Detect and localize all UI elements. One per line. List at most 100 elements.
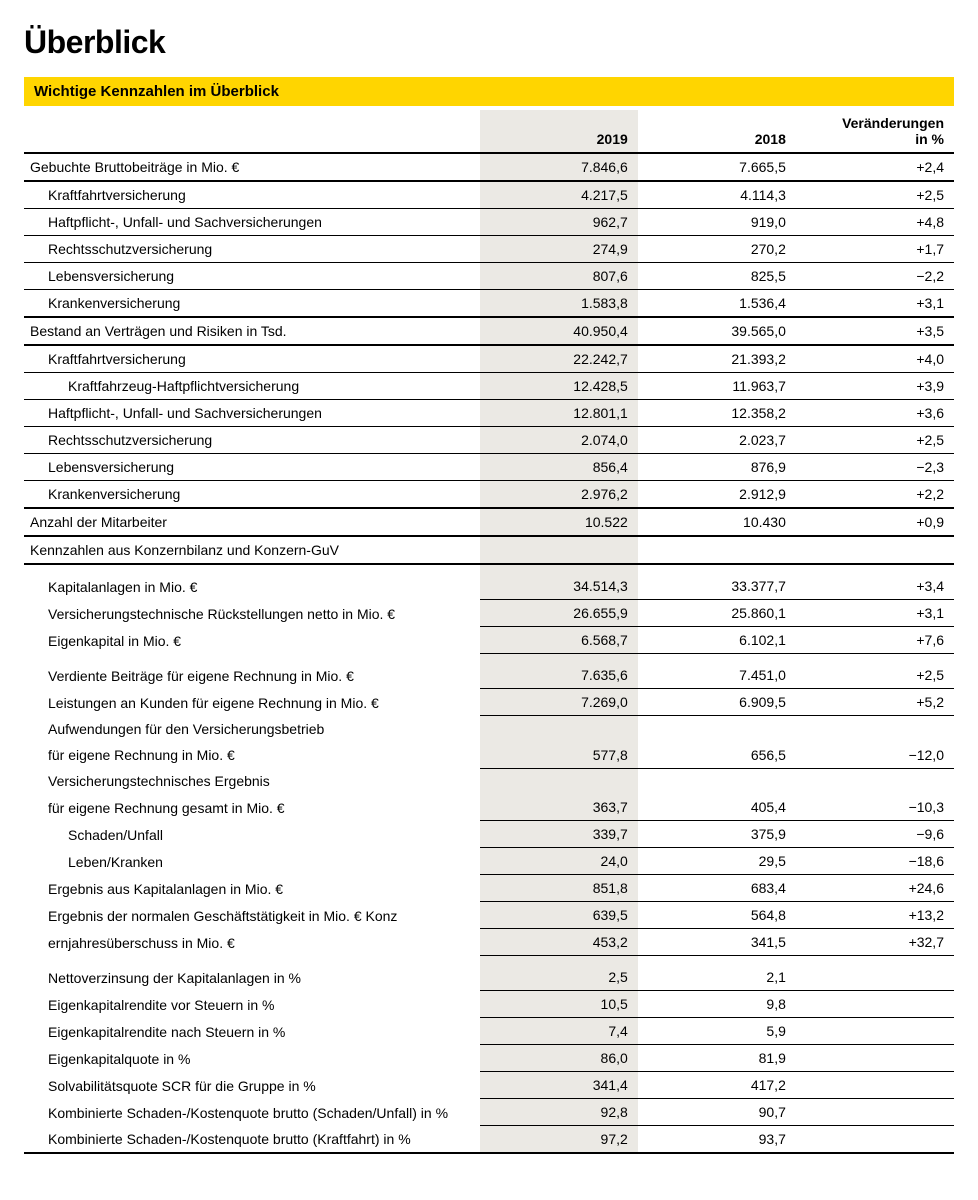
table-row: Verdiente Beiträge für eigene Rechnung i… bbox=[24, 662, 954, 689]
cell-2018: 21.393,2 bbox=[638, 345, 796, 373]
table-row: Gebuchte Bruttobeiträge in Mio. €7.846,6… bbox=[24, 153, 954, 181]
table-row: Kapitalanlagen in Mio. €34.514,333.377,7… bbox=[24, 573, 954, 600]
cell-2018: 2.023,7 bbox=[638, 427, 796, 454]
row-label: Kraftfahrzeug-Haftpflichtversicherung bbox=[24, 373, 480, 400]
cell-2019: 92,8 bbox=[480, 1099, 638, 1126]
table-row: Nettoverzinsung der Kapitalanlagen in %2… bbox=[24, 964, 954, 991]
table-row: Haftpflicht-, Unfall- und Sachversicheru… bbox=[24, 209, 954, 236]
table-row: für eigene Rechnung in Mio. €577,8656,5−… bbox=[24, 742, 954, 769]
cell-2018: 11.963,7 bbox=[638, 373, 796, 400]
cell-change bbox=[796, 536, 954, 564]
table-row: Leben/Kranken24,029,5−18,6 bbox=[24, 848, 954, 875]
table-row: Lebensversicherung856,4876,9−2,3 bbox=[24, 454, 954, 481]
cell-change: +2,5 bbox=[796, 662, 954, 689]
row-label: Schaden/Unfall bbox=[24, 821, 480, 848]
cell-2019: 639,5 bbox=[480, 902, 638, 929]
cell-change: +2,5 bbox=[796, 427, 954, 454]
table-row: ernjahresüberschuss in Mio. €453,2341,5+… bbox=[24, 929, 954, 956]
cell-change: +3,1 bbox=[796, 290, 954, 318]
cell-2019: 339,7 bbox=[480, 821, 638, 848]
cell-2018: 417,2 bbox=[638, 1072, 796, 1099]
cell-2018 bbox=[638, 536, 796, 564]
cell-2018: 1.536,4 bbox=[638, 290, 796, 318]
cell-2019: 40.950,4 bbox=[480, 317, 638, 345]
cell-change bbox=[796, 964, 954, 991]
table-row: Rechtsschutzversicherung274,9270,2+1,7 bbox=[24, 236, 954, 263]
row-label: Krankenversicherung bbox=[24, 290, 480, 318]
row-label: Bestand an Verträgen und Risiken in Tsd. bbox=[24, 317, 480, 345]
cell-change: +32,7 bbox=[796, 929, 954, 956]
col-header-change-bot: in % bbox=[796, 131, 954, 153]
cell-2018: 656,5 bbox=[638, 742, 796, 769]
row-label: Lebensversicherung bbox=[24, 454, 480, 481]
cell-2018: 375,9 bbox=[638, 821, 796, 848]
table-row: Bestand an Verträgen und Risiken in Tsd.… bbox=[24, 317, 954, 345]
cell-2019: 12.428,5 bbox=[480, 373, 638, 400]
cell-2019: 577,8 bbox=[480, 742, 638, 769]
table-row: Solvabilitätsquote SCR für die Gruppe in… bbox=[24, 1072, 954, 1099]
cell-2019: 86,0 bbox=[480, 1045, 638, 1072]
page-title: Überblick bbox=[24, 24, 954, 61]
cell-2019: 2,5 bbox=[480, 964, 638, 991]
cell-2019: 274,9 bbox=[480, 236, 638, 263]
row-label: Haftpflicht-, Unfall- und Sachversicheru… bbox=[24, 400, 480, 427]
col-header-2019: 2019 bbox=[480, 131, 638, 153]
cell-2019: 12.801,1 bbox=[480, 400, 638, 427]
cell-2018 bbox=[638, 716, 796, 742]
row-label: Solvabilitätsquote SCR für die Gruppe in… bbox=[24, 1072, 480, 1099]
row-label: Versicherungstechnische Rückstellungen n… bbox=[24, 600, 480, 627]
cell-2019: 856,4 bbox=[480, 454, 638, 481]
cell-change bbox=[796, 768, 954, 794]
row-label: Aufwendungen für den Versicherungsbetrie… bbox=[24, 716, 480, 742]
cell-change: +3,5 bbox=[796, 317, 954, 345]
table-row: Schaden/Unfall339,7375,9−9,6 bbox=[24, 821, 954, 848]
cell-2019: 7.635,6 bbox=[480, 662, 638, 689]
cell-2019: 7.846,6 bbox=[480, 153, 638, 181]
cell-change: −12,0 bbox=[796, 742, 954, 769]
table-header-top: Veränderungen bbox=[24, 110, 954, 131]
cell-change: +0,9 bbox=[796, 508, 954, 536]
cell-2018: 6.909,5 bbox=[638, 689, 796, 716]
cell-change: +4,8 bbox=[796, 209, 954, 236]
cell-2019: 22.242,7 bbox=[480, 345, 638, 373]
cell-change: −2,2 bbox=[796, 263, 954, 290]
table-header-bottom: 2019 2018 in % bbox=[24, 131, 954, 153]
cell-2019: 34.514,3 bbox=[480, 573, 638, 600]
row-label: für eigene Rechnung in Mio. € bbox=[24, 742, 480, 769]
table-row: Krankenversicherung1.583,81.536,4+3,1 bbox=[24, 290, 954, 318]
row-label: Leistungen an Kunden für eigene Rechnung… bbox=[24, 689, 480, 716]
cell-change: +5,2 bbox=[796, 689, 954, 716]
cell-2018: 405,4 bbox=[638, 794, 796, 821]
table-row: Versicherungstechnisches Ergebnis bbox=[24, 768, 954, 794]
cell-2018: 270,2 bbox=[638, 236, 796, 263]
cell-2019: 962,7 bbox=[480, 209, 638, 236]
cell-2019: 2.074,0 bbox=[480, 427, 638, 454]
cell-change bbox=[796, 1018, 954, 1045]
cell-2019: 341,4 bbox=[480, 1072, 638, 1099]
row-label: Lebensversicherung bbox=[24, 263, 480, 290]
table-row bbox=[24, 654, 954, 663]
cell-2019: 10.522 bbox=[480, 508, 638, 536]
cell-2018: 93,7 bbox=[638, 1126, 796, 1154]
cell-2019: 363,7 bbox=[480, 794, 638, 821]
cell-2018: 2,1 bbox=[638, 964, 796, 991]
table-row: Krankenversicherung2.976,22.912,9+2,2 bbox=[24, 481, 954, 509]
row-label: Kennzahlen aus Konzernbilanz und Konzern… bbox=[24, 536, 480, 564]
cell-change: +3,4 bbox=[796, 573, 954, 600]
table-row bbox=[24, 564, 954, 573]
cell-change: +13,2 bbox=[796, 902, 954, 929]
row-label: Ergebnis aus Kapitalanlagen in Mio. € bbox=[24, 875, 480, 902]
cell-change bbox=[796, 1126, 954, 1154]
cell-2018: 81,9 bbox=[638, 1045, 796, 1072]
cell-2018: 5,9 bbox=[638, 1018, 796, 1045]
row-label: Krankenversicherung bbox=[24, 481, 480, 509]
cell-change: −2,3 bbox=[796, 454, 954, 481]
cell-change: +1,7 bbox=[796, 236, 954, 263]
cell-2019: 851,8 bbox=[480, 875, 638, 902]
row-label: Kapitalanlagen in Mio. € bbox=[24, 573, 480, 600]
cell-2019: 97,2 bbox=[480, 1126, 638, 1154]
cell-2018: 9,8 bbox=[638, 991, 796, 1018]
cell-change bbox=[796, 1099, 954, 1126]
subtitle-bar: Wichtige Kennzahlen im Überblick bbox=[24, 77, 954, 106]
cell-change: +2,4 bbox=[796, 153, 954, 181]
